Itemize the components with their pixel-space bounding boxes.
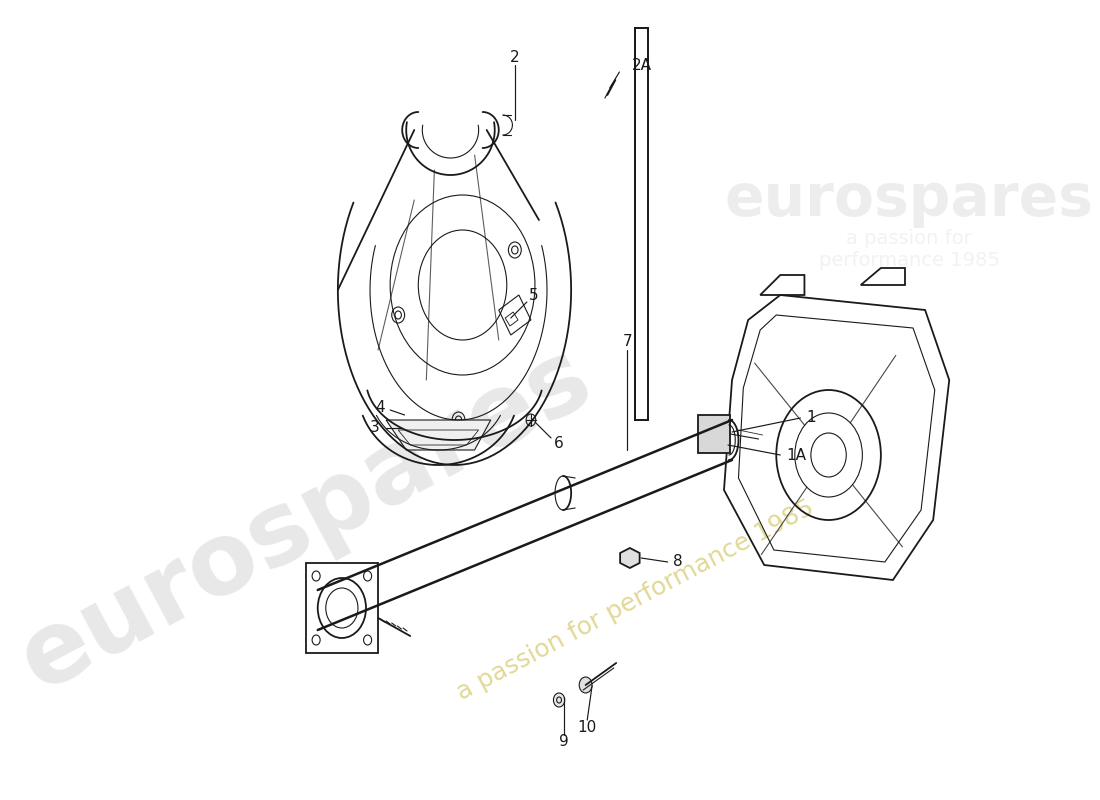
Text: 2A: 2A (631, 58, 651, 73)
Polygon shape (698, 415, 730, 453)
Text: eurospares: eurospares (725, 171, 1093, 229)
Text: a passion for
performance 1985: a passion for performance 1985 (818, 230, 1000, 270)
Text: 1A: 1A (786, 447, 806, 462)
Text: 5: 5 (529, 289, 539, 303)
Text: eurospares: eurospares (3, 329, 607, 711)
Text: 2: 2 (510, 50, 519, 66)
Polygon shape (620, 548, 639, 568)
Polygon shape (386, 420, 491, 450)
Circle shape (580, 677, 592, 693)
Text: 4: 4 (375, 401, 385, 415)
Text: 6: 6 (553, 437, 563, 451)
Text: 7: 7 (623, 334, 632, 350)
Text: 10: 10 (578, 721, 597, 735)
Circle shape (553, 693, 564, 707)
Text: a passion for performance 1985: a passion for performance 1985 (453, 495, 818, 705)
Text: 1: 1 (806, 410, 816, 426)
Text: 3: 3 (370, 421, 379, 435)
Text: 8: 8 (672, 554, 682, 570)
Text: 9: 9 (559, 734, 569, 750)
